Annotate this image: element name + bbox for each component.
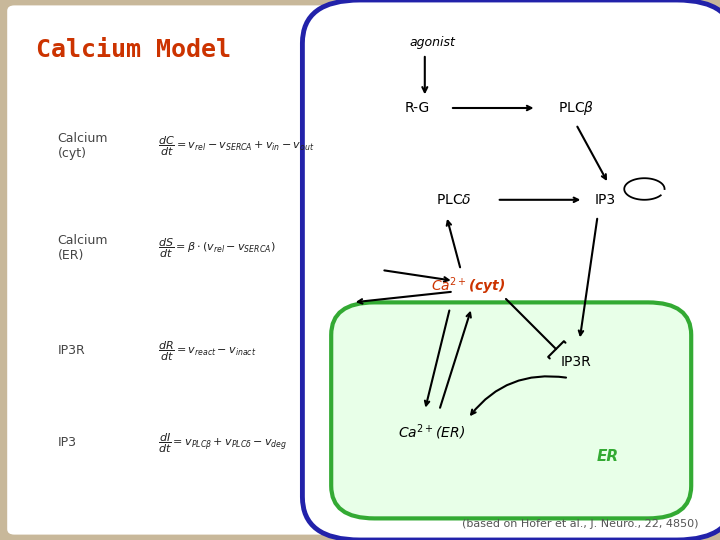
Text: Calcium
(ER): Calcium (ER) — [58, 234, 108, 262]
Text: IP3R: IP3R — [58, 345, 86, 357]
FancyBboxPatch shape — [331, 302, 691, 518]
Text: $\dfrac{dI}{dt} = v_{PLC\beta} + v_{PLC\delta} - v_{deg}$: $\dfrac{dI}{dt} = v_{PLC\beta} + v_{PLC\… — [158, 431, 287, 455]
Text: Calcium
(cyt): Calcium (cyt) — [58, 132, 108, 160]
Text: $Ca^{2+}$(ER): $Ca^{2+}$(ER) — [398, 422, 466, 442]
Text: (based on Hofer et al., J. Neuro., 22, 4850): (based on Hofer et al., J. Neuro., 22, 4… — [462, 519, 698, 529]
Text: R-G: R-G — [405, 101, 431, 115]
Text: $\dfrac{dS}{dt} = \beta \cdot (v_{rel} - v_{SERCA})$: $\dfrac{dS}{dt} = \beta \cdot (v_{rel} -… — [158, 237, 276, 260]
Text: IP3: IP3 — [594, 193, 616, 207]
FancyBboxPatch shape — [7, 5, 713, 535]
Text: $\dfrac{dC}{dt} = v_{rel} - v_{SERCA} + v_{in} - v_{out}$: $\dfrac{dC}{dt} = v_{rel} - v_{SERCA} + … — [158, 134, 315, 158]
Text: $\dfrac{dR}{dt} = v_{react} - v_{inact}$: $\dfrac{dR}{dt} = v_{react} - v_{inact}$ — [158, 339, 257, 363]
Text: Calcium Model: Calcium Model — [36, 38, 231, 62]
Text: $Ca^{2+}$(cyt): $Ca^{2+}$(cyt) — [431, 275, 505, 297]
FancyBboxPatch shape — [302, 0, 720, 540]
Text: IP3: IP3 — [58, 436, 76, 449]
Text: agonist: agonist — [409, 36, 455, 49]
Text: ER: ER — [597, 449, 619, 464]
Text: PLC$\beta$: PLC$\beta$ — [558, 99, 594, 117]
Text: PLC$\delta$: PLC$\delta$ — [436, 193, 472, 207]
Text: IP3R: IP3R — [561, 355, 591, 369]
